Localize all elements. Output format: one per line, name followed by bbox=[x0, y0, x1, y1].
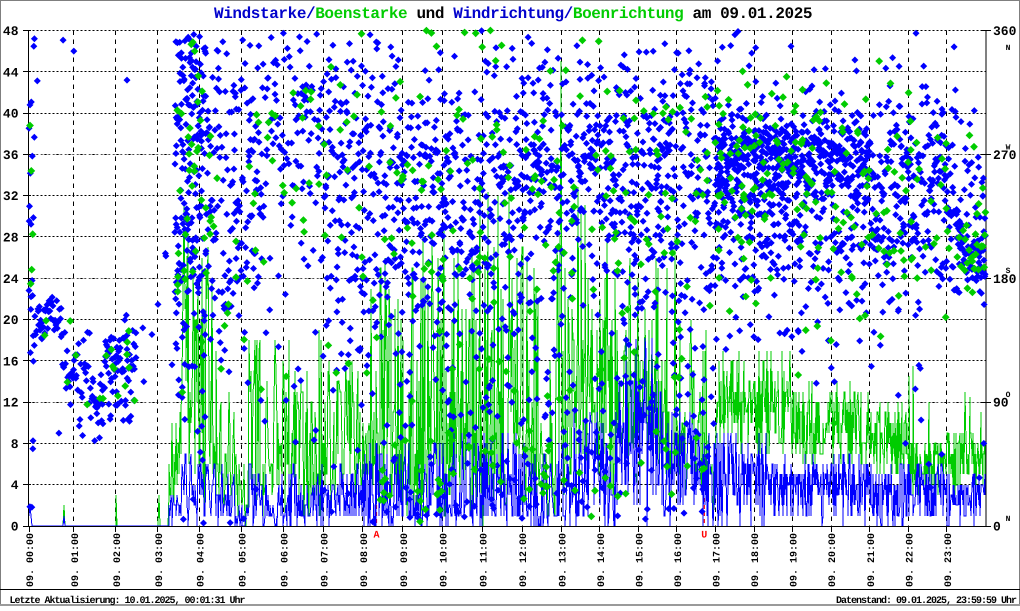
svg-text:44: 44 bbox=[3, 65, 19, 80]
svg-text:32: 32 bbox=[3, 189, 19, 204]
svg-text:12: 12 bbox=[3, 396, 19, 411]
svg-text:09. 18:00: 09. 18:00 bbox=[751, 533, 762, 587]
svg-text:S: S bbox=[1006, 267, 1011, 276]
svg-text:20: 20 bbox=[3, 313, 19, 328]
svg-text:09. 05:00: 09. 05:00 bbox=[239, 533, 250, 587]
svg-text:16: 16 bbox=[3, 354, 19, 369]
svg-text:09. 16:00: 09. 16:00 bbox=[674, 533, 685, 587]
svg-text:40: 40 bbox=[3, 107, 19, 122]
svg-text:0: 0 bbox=[11, 520, 19, 535]
svg-text:Letzte Aktualisierung: 10.01.2: Letzte Aktualisierung: 10.01.2025, 00:01… bbox=[10, 595, 246, 606]
svg-text:09. 02:00: 09. 02:00 bbox=[113, 533, 124, 587]
svg-text:09. 19:00: 09. 19:00 bbox=[790, 533, 801, 587]
svg-text:U: U bbox=[701, 531, 707, 542]
svg-text:09. 14:00: 09. 14:00 bbox=[597, 533, 608, 587]
svg-text:09. 22:00: 09. 22:00 bbox=[905, 533, 916, 587]
svg-text:09. 09:00: 09. 09:00 bbox=[400, 533, 411, 587]
svg-text:09. 01:00: 09. 01:00 bbox=[71, 533, 82, 587]
svg-text:A: A bbox=[373, 531, 379, 542]
svg-text:09. 06:00: 09. 06:00 bbox=[281, 533, 292, 587]
svg-text:09. 12:00: 09. 12:00 bbox=[519, 533, 530, 587]
svg-text:09. 11:00: 09. 11:00 bbox=[479, 533, 490, 587]
svg-text:360: 360 bbox=[993, 24, 1017, 39]
svg-text:N: N bbox=[1006, 44, 1011, 53]
svg-text:09. 13:00: 09. 13:00 bbox=[559, 533, 570, 587]
svg-text:09. 10:00: 09. 10:00 bbox=[440, 533, 451, 587]
svg-text:0: 0 bbox=[993, 520, 1001, 535]
svg-text:09. 17:00: 09. 17:00 bbox=[713, 533, 724, 587]
svg-text:09. 03:00: 09. 03:00 bbox=[155, 533, 166, 587]
svg-text:09. 21:00: 09. 21:00 bbox=[867, 533, 878, 587]
svg-text:4: 4 bbox=[11, 478, 19, 493]
svg-text:09. 07:00: 09. 07:00 bbox=[320, 533, 331, 587]
svg-text:36: 36 bbox=[3, 148, 19, 163]
svg-text:90: 90 bbox=[993, 396, 1009, 411]
svg-text:48: 48 bbox=[3, 24, 19, 39]
svg-text:180: 180 bbox=[993, 272, 1017, 287]
svg-text:N: N bbox=[1006, 515, 1011, 524]
svg-text:24: 24 bbox=[3, 272, 19, 287]
svg-text:09. 23:00: 09. 23:00 bbox=[944, 533, 955, 587]
svg-text:Datenstand: 09.01.2025, 23:59:: Datenstand: 09.01.2025, 23:59:59 Uhr bbox=[836, 595, 1017, 606]
svg-text:09. 00:00: 09. 00:00 bbox=[26, 533, 37, 587]
svg-text:Windstarke/Boenstarke und Wind: Windstarke/Boenstarke und Windrichtung/B… bbox=[214, 5, 812, 23]
svg-text:09. 04:00: 09. 04:00 bbox=[197, 533, 208, 587]
svg-text:W: W bbox=[1006, 143, 1011, 152]
svg-text:8: 8 bbox=[11, 437, 19, 452]
svg-text:O: O bbox=[1006, 391, 1011, 400]
svg-text:09. 20:00: 09. 20:00 bbox=[828, 533, 839, 587]
svg-text:09. 08:00: 09. 08:00 bbox=[360, 533, 371, 587]
svg-text:09. 15:00: 09. 15:00 bbox=[636, 533, 647, 587]
svg-text:270: 270 bbox=[993, 148, 1017, 163]
svg-text:28: 28 bbox=[3, 231, 19, 246]
